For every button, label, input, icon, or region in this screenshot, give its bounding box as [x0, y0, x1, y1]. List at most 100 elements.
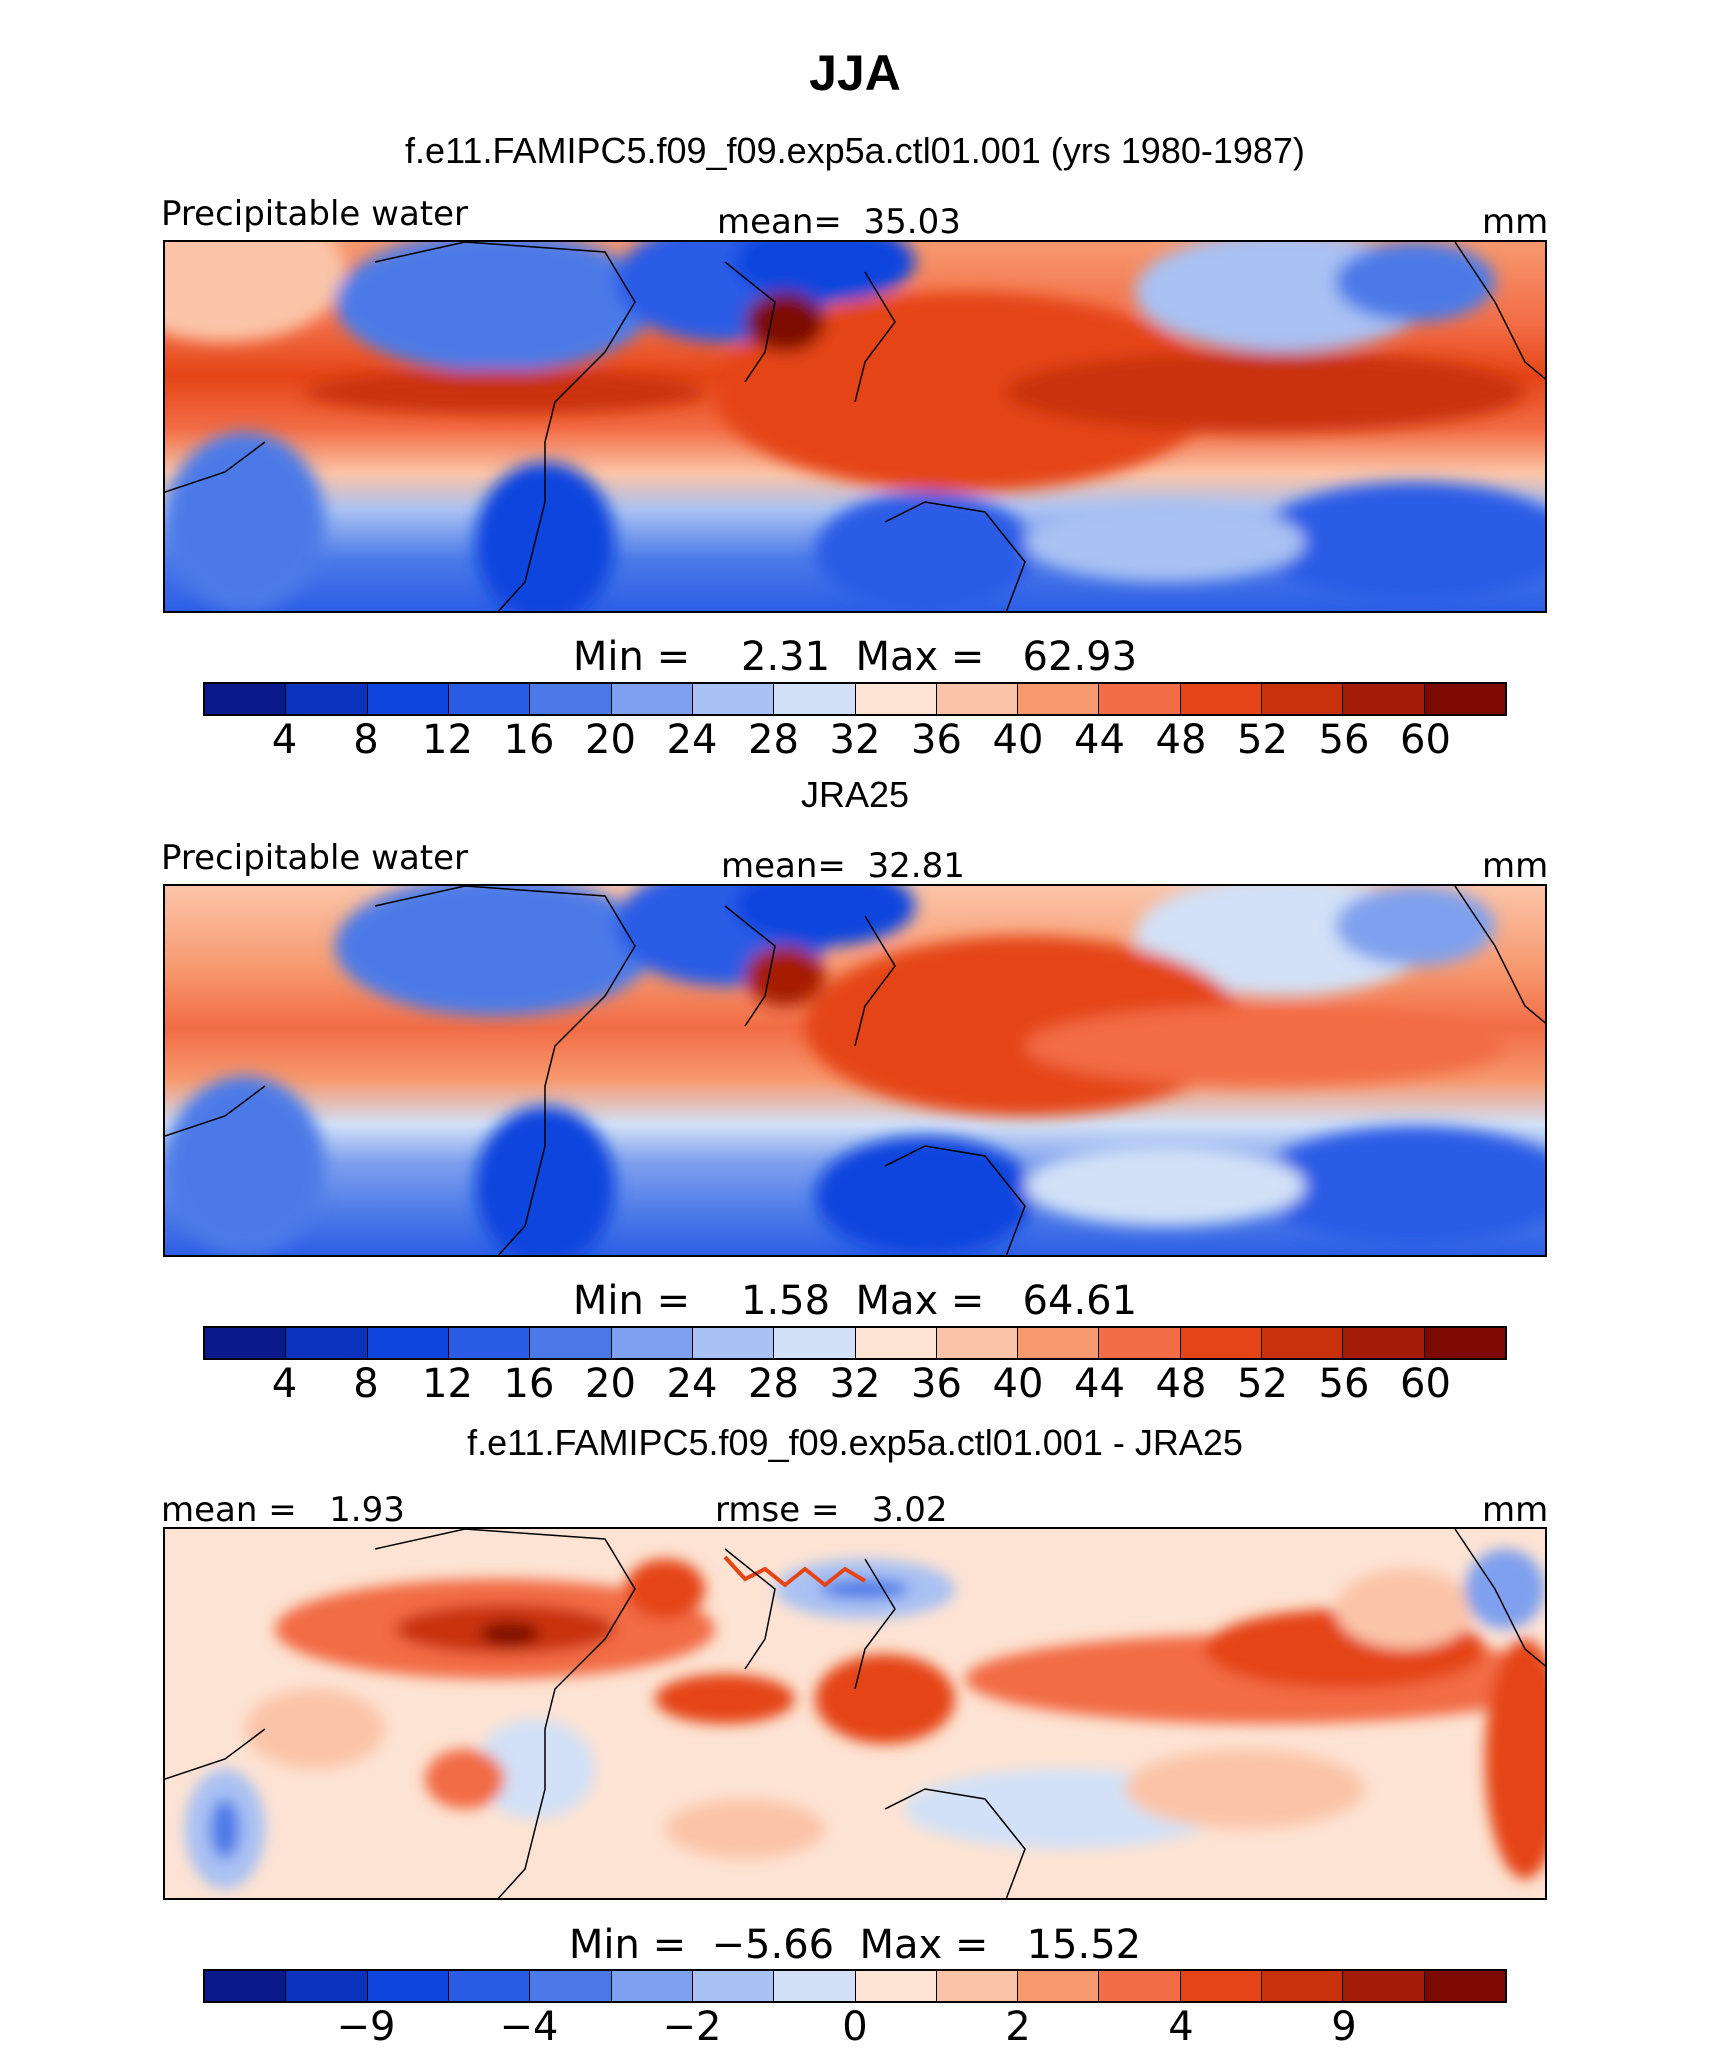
colorbar-tick-label: 40	[992, 1361, 1044, 1407]
colorbar-swatch	[1099, 1971, 1181, 2001]
panel-1-units: mm	[1482, 202, 1549, 242]
colorbar-swatch	[1262, 1971, 1344, 2001]
panel-3-title: f.e11.FAMIPC5.f09_f09.exp5a.ctl01.001 - …	[467, 1422, 1243, 1463]
colorbar-swatch	[936, 1328, 1019, 1358]
colorbar-swatch	[530, 1971, 612, 2001]
colorbar-tick-label: 8	[353, 717, 379, 763]
colorbar-tick-label: 4	[271, 717, 298, 763]
colorbar-swatch	[1343, 1328, 1425, 1358]
colorbar-swatch	[1180, 684, 1263, 714]
panel-3-rmse-label: rmse = 3.02	[715, 1490, 948, 1530]
colorbar-swatch	[936, 684, 1019, 714]
colorbar-tick-label: 28	[748, 1361, 799, 1407]
colorbar-swatch	[855, 1971, 937, 2001]
colorbar-tick-label: 0	[842, 2004, 868, 2050]
colorbar-tick-label: 60	[1400, 1361, 1451, 1407]
colorbar-tick-label: 48	[1155, 717, 1207, 763]
colorbar-tick-label: 36	[911, 1361, 962, 1407]
colorbar-tick-label: 12	[422, 717, 473, 763]
colorbar-1	[203, 682, 1507, 716]
colorbar-tick-label: 60	[1400, 717, 1451, 763]
colorbar-swatch	[1018, 1971, 1100, 2001]
colorbar-tick-label: 4	[271, 1361, 298, 1407]
colorbar-swatch	[1424, 1328, 1505, 1358]
panel-1-map	[163, 240, 1547, 613]
colorbar-swatch	[367, 1328, 449, 1358]
colorbar-swatch	[286, 1328, 368, 1358]
colorbar-swatch	[205, 684, 287, 714]
panel-1-mean-label: mean= 35.03	[717, 202, 961, 242]
colorbar-swatch	[205, 1328, 287, 1358]
colorbar-swatch	[774, 684, 856, 714]
colorbar-tick-label: −2	[662, 2004, 722, 2050]
colorbar-tick-label: 36	[911, 717, 962, 763]
colorbar-swatch	[611, 684, 693, 714]
colorbar-swatch	[774, 1328, 856, 1358]
colorbar-tick-label: −4	[499, 2004, 559, 2050]
colorbar-tick-label: 48	[1155, 1361, 1207, 1407]
panel-3-units: mm	[1482, 1490, 1549, 1530]
panel-1-title: f.e11.FAMIPC5.f09_f09.exp5a.ctl01.001 (y…	[405, 130, 1305, 171]
colorbar-swatch	[774, 1971, 856, 2001]
colorbar-tick-label: 32	[829, 717, 881, 763]
colorbar-swatch	[1099, 1328, 1181, 1358]
panel-2-mean-label: mean= 32.81	[721, 846, 965, 886]
colorbar-swatch	[367, 1971, 449, 2001]
colorbar-swatch	[611, 1971, 693, 2001]
colorbar-swatch	[936, 1971, 1019, 2001]
colorbar-tick-label: 24	[666, 717, 718, 763]
colorbar-tick-label: 32	[829, 1361, 881, 1407]
colorbar-swatch	[1018, 1328, 1100, 1358]
colorbar-tick-label: 20	[585, 1361, 636, 1407]
colorbar-swatch	[1018, 684, 1100, 714]
colorbar-tick-label: 2	[1005, 2004, 1031, 2050]
colorbar-swatch	[1099, 684, 1181, 714]
colorbar-swatch	[1343, 684, 1425, 714]
colorbar-tick-label: 8	[353, 1361, 379, 1407]
panel-3-minmax: Min = −5.66 Max = 15.52	[568, 1922, 1142, 1968]
colorbar-swatch	[448, 684, 531, 714]
colorbar-2	[203, 1326, 1507, 1360]
colorbar-1-ticks: 4 8 12 16 20 24 28 32 36 40 44 48 52 56 60	[203, 717, 1507, 767]
panel-2-title: JRA25	[800, 774, 910, 815]
colorbar-tick-label: 12	[422, 1361, 473, 1407]
colorbar-tick-label: 40	[992, 717, 1044, 763]
colorbar-tick-label: 20	[585, 717, 636, 763]
panel-3-map	[163, 1527, 1547, 1900]
figure-title: JJA	[809, 45, 901, 101]
colorbar-swatch	[692, 684, 775, 714]
colorbar-tick-label: 44	[1074, 1361, 1125, 1407]
panel-2-units: mm	[1482, 846, 1549, 886]
colorbar-swatch	[1180, 1328, 1263, 1358]
colorbar-tick-label: 52	[1237, 717, 1288, 763]
colorbar-swatch	[611, 1328, 693, 1358]
colorbar-swatch	[692, 1971, 775, 2001]
panel-2-minmax: Min = 1.58 Max = 64.61	[572, 1278, 1138, 1324]
panel-2-map	[163, 884, 1547, 1257]
panel-1-minmax: Min = 2.31 Max = 62.93	[572, 634, 1138, 680]
colorbar-swatch	[205, 1971, 287, 2001]
colorbar-tick-label: −9	[336, 2004, 396, 2050]
colorbar-swatch	[1180, 1971, 1263, 2001]
colorbar-tick-label: 24	[666, 1361, 718, 1407]
colorbar-swatch	[855, 1328, 937, 1358]
colorbar-tick-label: 52	[1237, 1361, 1288, 1407]
panel-3-mean-label: mean = 1.93	[161, 1490, 405, 1530]
colorbar-3	[203, 1969, 1507, 2003]
colorbar-tick-label: 56	[1318, 1361, 1370, 1407]
colorbar-swatch	[1424, 1971, 1505, 2001]
colorbar-swatch	[1262, 1328, 1344, 1358]
colorbar-swatch	[286, 1971, 368, 2001]
colorbar-tick-label: 9	[1331, 2004, 1357, 2050]
colorbar-tick-label: 56	[1318, 717, 1370, 763]
colorbar-tick-label: 28	[748, 717, 799, 763]
colorbar-swatch	[367, 684, 449, 714]
colorbar-swatch	[692, 1328, 775, 1358]
colorbar-3-ticks: −9 −4 −2 0 2 4 9	[203, 2004, 1507, 2054]
colorbar-swatch	[286, 684, 368, 714]
colorbar-tick-label: 4	[1168, 2004, 1194, 2050]
colorbar-tick-label: 16	[503, 717, 555, 763]
panel-2-variable-label: Precipitable water	[161, 838, 469, 878]
colorbar-swatch	[1424, 684, 1505, 714]
colorbar-swatch	[855, 684, 937, 714]
